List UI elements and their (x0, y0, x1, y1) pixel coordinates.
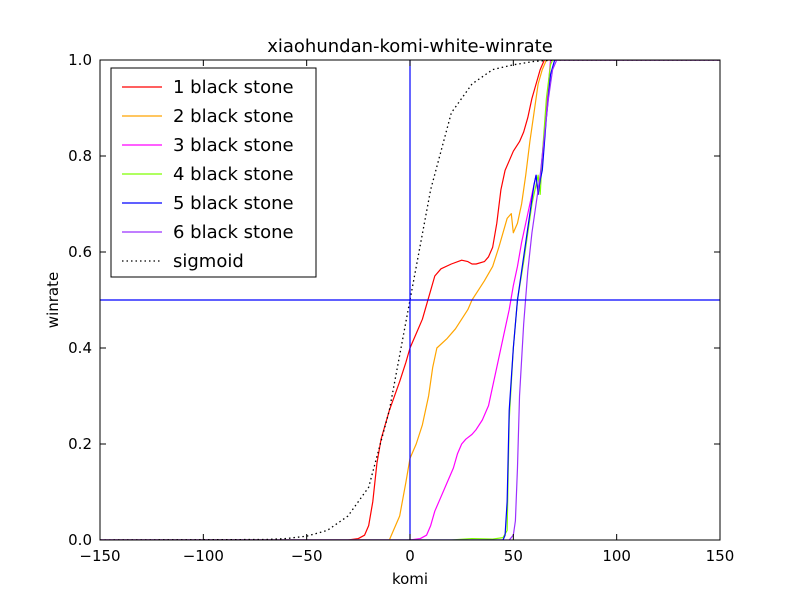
axis-ticks: −150 −100 −50 0 50 100 150 0.0 0.2 0.4 0.6 0.8 1.0 (68, 51, 734, 565)
x-tick-label: 50 (504, 547, 523, 565)
legend-label: 1 black stone (173, 77, 294, 98)
series-line-4 (100, 60, 720, 540)
x-tick-label: 100 (602, 547, 631, 565)
series-line-2 (100, 60, 720, 540)
series-line-1 (100, 60, 720, 540)
legend-label: 4 black stone (173, 164, 294, 185)
chart-title: xiaohundan-komi-white-winrate (267, 36, 553, 57)
y-tick-label: 0.4 (68, 339, 92, 357)
series-line-7 (100, 60, 720, 540)
x-tick-label: −100 (183, 547, 224, 565)
x-tick-label: −50 (291, 547, 323, 565)
legend-label: 5 black stone (173, 193, 294, 214)
legend-label: sigmoid (173, 251, 244, 272)
plot-area (100, 60, 720, 540)
y-axis-label: winrate (44, 272, 62, 328)
legend: 1 black stone 2 black stone 3 black stone 4… (110, 67, 317, 278)
x-tick-label: −150 (79, 547, 120, 565)
x-tick-label: 0 (405, 547, 415, 565)
y-tick-label: 1.0 (68, 51, 92, 69)
legend-box (110, 67, 317, 278)
y-tick-label: 0.6 (68, 243, 92, 261)
x-axis-label: komi (392, 570, 428, 588)
legend-label: 2 black stone (173, 106, 294, 127)
y-tick-label: 0.0 (68, 531, 92, 549)
legend-label: 3 black stone (173, 135, 294, 156)
y-tick-label: 0.8 (68, 147, 92, 165)
legend-label: 6 black stone (173, 222, 294, 243)
x-tick-label: 150 (706, 547, 735, 565)
y-tick-label: 0.2 (68, 435, 92, 453)
series-line-6 (100, 60, 720, 540)
